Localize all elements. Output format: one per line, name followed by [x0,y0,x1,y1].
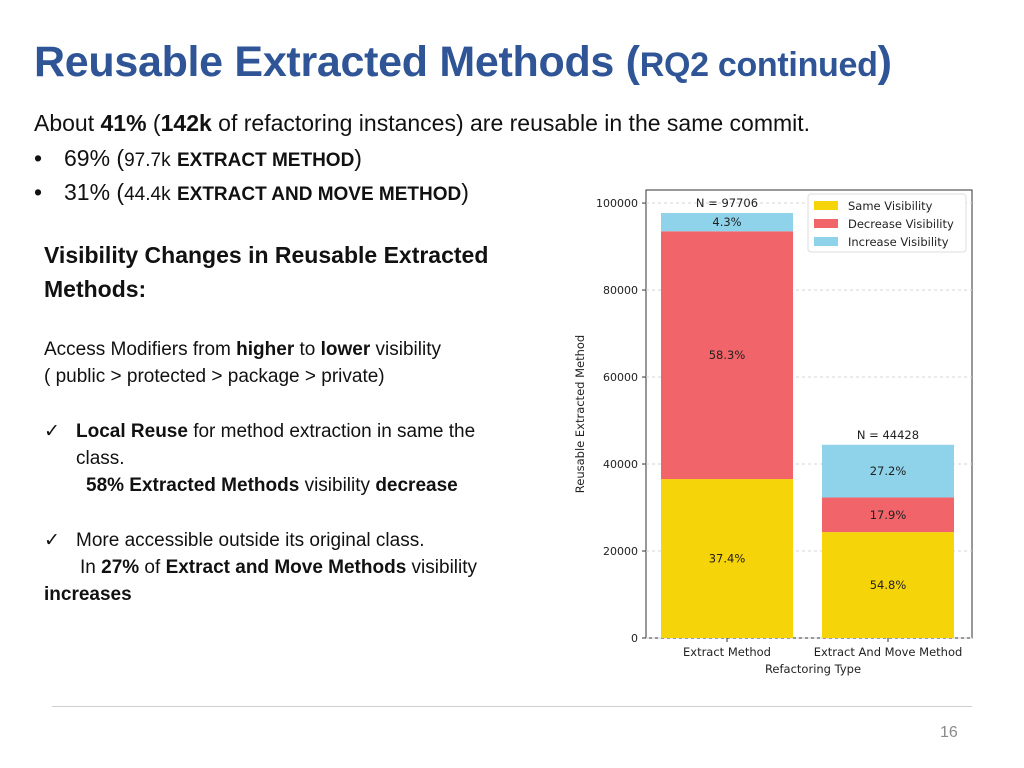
access-post: visibility [370,339,441,360]
stat-increase-end: increases [44,581,132,608]
access-order-line: ( public > protected > package > private… [44,366,385,387]
legend-label: Same Visibility [848,199,933,213]
local-reuse-label: Local Reuse [76,421,188,442]
bullet-dot: • [34,145,43,171]
intro-line: About 41% (142k of refactoring instances… [34,110,810,137]
y-tick-label: 100000 [596,197,638,210]
stat-increase-vis: visibility [406,557,478,578]
more-accessible-text: More accessible outside its original cla… [76,530,425,551]
local-reuse-text: for method extraction in same the [187,421,476,442]
x-tick-label: Extract Method [683,645,771,659]
stat-increase-percent: 27% [101,557,140,578]
more-accessible-line: ✓ More accessible outside its original cl… [44,527,425,554]
y-tick-label: 20000 [603,545,638,558]
title-subtitle: RQ2 continued [639,46,878,84]
legend-label: Decrease Visibility [848,217,954,231]
local-reuse-line: ✓ Local Reuse for method extraction in sa… [44,418,475,445]
access-modifiers-line: Access Modifiers from higher to lower vi… [44,336,441,363]
bar-segment [661,213,793,232]
stat-decrease-line: 58% Extracted Methods visibility decreas… [86,472,458,499]
data-label: 54.8% [870,578,907,592]
legend-label: Increase Visibility [848,235,949,249]
legend-swatch [814,201,838,210]
check-icon: ✓ [44,530,60,551]
stat-increase-word: increases [44,584,132,605]
data-label: 58.3% [709,348,746,362]
bar-segment [822,497,954,533]
x-axis-label: Refactoring Type [765,662,861,676]
bar-segment [661,479,793,638]
stat-increase-in: In [80,557,102,578]
legend-swatch [814,237,838,246]
check-icon: ✓ [44,421,60,442]
title-main: Reusable Extracted Methods ( [34,38,640,86]
local-reuse-line-2: class. [76,448,125,469]
bullet-close: ) [461,179,469,205]
data-label: 4.3% [712,215,741,229]
intro-percent: 41% [100,110,147,136]
stat-decrease-subject: 58% Extracted Methods [86,475,300,496]
y-tick-label: 80000 [603,284,638,297]
stat-decrease-word: decrease [375,475,458,496]
stat-increase-line: In 27% of Extract and Move Methods visib… [80,554,477,581]
footer-divider [52,706,972,707]
access-higher: higher [236,339,295,360]
data-label: 37.4% [709,552,746,566]
legend-box [807,193,967,253]
bullet-label: EXTRACT METHOD [176,150,355,171]
bar-segment [822,532,954,638]
bullet-count: 97.7k [124,150,171,171]
intro-post: of refactoring instances) are reusable i… [211,110,811,136]
legend-swatch [814,219,838,228]
y-tick-label: 0 [631,632,638,645]
bar-segment [822,444,954,498]
stacked-bar-chart: 0 20000 40000 60000 80000 100000 37.4% 58.3% 4.3… [573,189,973,676]
access-lower: lower [320,339,371,360]
bullet-dot: • [34,179,43,205]
total-label: N = 44428 [857,428,919,442]
bullet-close: ) [354,145,362,171]
stat-increase-of: of [139,557,166,578]
y-axis-label: Reusable Extracted Method [573,335,587,493]
stat-decrease-mid: visibility [299,475,376,496]
bar-segment [661,231,793,480]
intro-pre: About [34,110,101,136]
y-tick-label: 60000 [603,371,638,384]
visibility-heading: Visibility Changes in Reusable Extracted… [44,242,489,302]
data-label: 17.9% [870,508,907,522]
y-tick-label: 40000 [603,458,638,471]
intro-count: 142k [160,110,212,136]
bullet-extract-method: • 69% (97.7k EXTRACT METHOD) [34,145,362,172]
access-to: to [294,339,321,360]
stat-increase-subject: Extract and Move Methods [165,557,407,578]
bullet-label: EXTRACT AND MOVE METHOD [176,184,462,205]
data-label: 27.2% [870,464,907,478]
intro-open: ( [146,110,161,136]
bullet-percent: 31% ( [64,179,125,205]
page-number: 16 [940,724,958,741]
slide-title: Reusable Extracted Methods (RQ2 continue… [34,38,892,87]
bullet-extract-move-method: • 31% (44.4k EXTRACT AND MOVE METHOD) [34,179,469,206]
bullet-count: 44.4k [124,184,171,205]
bullet-percent: 69% ( [64,145,125,171]
title-close: ) [877,38,892,86]
access-pre: Access Modifiers from [44,339,237,360]
x-tick-label: Extract And Move Method [814,645,963,659]
total-label: N = 97706 [696,196,758,210]
